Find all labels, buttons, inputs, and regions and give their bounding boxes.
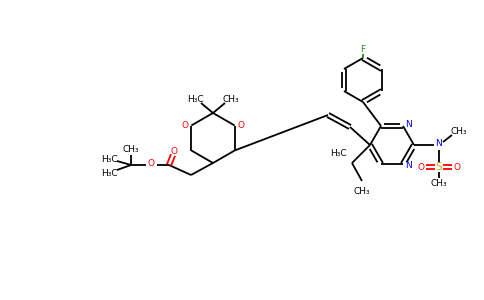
Text: CH₃: CH₃ xyxy=(354,188,370,196)
Text: CH₃: CH₃ xyxy=(451,127,468,136)
Text: N: N xyxy=(405,120,411,129)
Text: H₃C: H₃C xyxy=(101,169,117,178)
Text: F: F xyxy=(361,46,365,55)
Text: N: N xyxy=(405,160,411,169)
Text: O: O xyxy=(170,146,178,155)
Text: O: O xyxy=(148,160,154,169)
Text: S: S xyxy=(436,162,442,172)
Text: N: N xyxy=(436,140,442,148)
Text: H₃C: H₃C xyxy=(330,148,347,158)
Text: O: O xyxy=(418,163,424,172)
Text: CH₃: CH₃ xyxy=(223,94,239,103)
Text: O: O xyxy=(182,121,189,130)
Text: H₃C: H₃C xyxy=(101,154,117,164)
Text: O: O xyxy=(454,163,460,172)
Text: O: O xyxy=(237,121,244,130)
Text: CH₃: CH₃ xyxy=(431,178,447,188)
Text: CH₃: CH₃ xyxy=(122,145,139,154)
Text: H₃C: H₃C xyxy=(187,94,203,103)
